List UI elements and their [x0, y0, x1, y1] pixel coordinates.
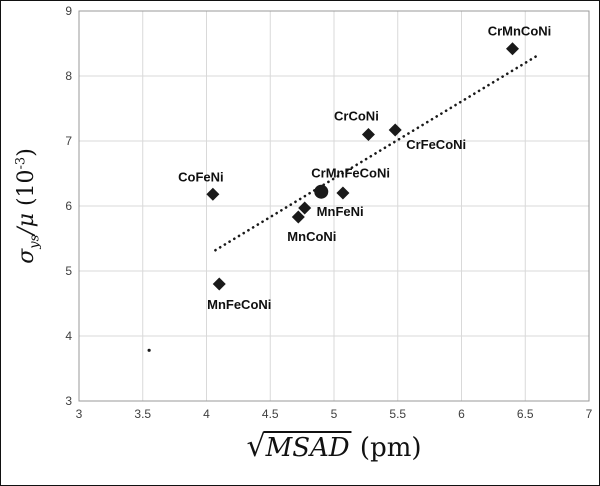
y-unit-close: )	[13, 148, 39, 157]
y-tick-label: 3	[65, 394, 72, 408]
x-tick-label: 3	[76, 407, 83, 421]
sqrt-symbol: √	[246, 429, 266, 464]
marker-dot	[147, 348, 151, 352]
point-label-MnFeCoNi: MnFeCoNi	[207, 297, 271, 312]
point-label-MnFeNi: MnFeNi	[317, 204, 364, 219]
point-label-MnCoNi: MnCoNi	[287, 229, 336, 244]
ys-subscript: ys	[27, 234, 43, 249]
y-unit-open: (10	[13, 169, 39, 214]
y-tick-label: 5	[65, 264, 72, 278]
marker-diamond-CoFeNi	[206, 187, 220, 201]
x-unit: (pm)	[351, 433, 422, 463]
marker-diamond-MnCoNi	[291, 210, 305, 224]
over-mu: /μ	[13, 213, 39, 235]
x-tick-label: 5	[331, 407, 338, 421]
marker-diamond-MnFeCoNi	[212, 277, 226, 291]
point-label-CoFeNi: CoFeNi	[178, 169, 224, 184]
marker-diamond-MnFeNi	[298, 201, 312, 215]
x-tick-label: 3.5	[134, 407, 151, 421]
marker-circle-CrMnFeCoNi	[314, 184, 329, 199]
x-tick-label: 4.5	[262, 407, 279, 421]
marker-diamond-CrFeCoNi	[388, 123, 402, 137]
marker-diamond-CrMnFeCoNi	[336, 186, 350, 200]
y-tick-label: 8	[65, 69, 72, 83]
y-tick-label: 4	[65, 329, 72, 343]
point-label-CrMnCoNi: CrMnCoNi	[488, 24, 552, 39]
y-axis-title: σys/μ (10-3)	[14, 148, 43, 264]
y-tick-label: 6	[65, 199, 72, 213]
x-tick-label: 5.5	[389, 407, 406, 421]
marker-diamond-CrMnCoNi	[506, 42, 519, 56]
x-tick-label: 6	[458, 407, 465, 421]
plot-border	[78, 10, 590, 402]
y-exponent: -3	[13, 156, 29, 170]
y-tick-label: 7	[65, 134, 72, 148]
x-tick-label: 6.5	[517, 407, 534, 421]
marker-diamond-CrCoNi	[361, 128, 375, 141]
x-tick-label: 4	[203, 407, 210, 421]
msad-variable: MSAD	[263, 431, 352, 463]
x-tick-label: 7	[586, 407, 593, 421]
point-label-CrMnFeCoNi: CrMnFeCoNi	[311, 166, 390, 181]
x-axis-title: √MSAD (pm)	[246, 429, 421, 464]
point-label-CrCoNi: CrCoNi	[334, 109, 379, 124]
sigma-symbol: σ	[13, 248, 39, 264]
point-label-CrFeCoNi: CrFeCoNi	[406, 137, 466, 152]
trendline	[214, 53, 540, 252]
y-tick-label: 9	[65, 4, 72, 18]
